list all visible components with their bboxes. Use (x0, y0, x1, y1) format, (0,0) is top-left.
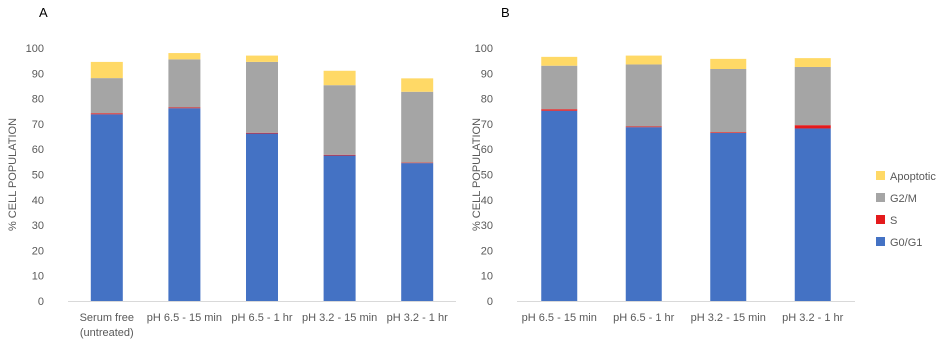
chart-panel-b: B % CELL POPULATION 0 10 20 30 40 50 60 70 80 90 100… (471, 5, 855, 324)
legend-swatch (876, 237, 885, 246)
panel-letter: B (501, 5, 510, 20)
x-tick-label: Serum free (80, 312, 134, 324)
y-tick-label: 10 (481, 271, 493, 283)
bar-segment-g0-g1 (401, 163, 434, 301)
bar-segment-g2-m (246, 61, 278, 133)
legend-swatch (876, 193, 885, 202)
bar-segment-g2-m (625, 64, 662, 127)
bar-segment-apoptotic (323, 70, 356, 86)
bar-segment-g2-m (90, 78, 123, 114)
y-tick-label: 40 (32, 195, 44, 207)
y-axis-title: % CELL POPULATION (471, 118, 483, 231)
y-tick-label: 30 (481, 220, 493, 232)
bar-segment-g2-m (541, 65, 578, 110)
y-tick-label: 20 (481, 245, 493, 257)
y-tick-label: 100 (26, 43, 44, 55)
legend-swatch (876, 215, 885, 224)
y-tick-label: 10 (32, 271, 44, 283)
bar-segment-g0-g1 (168, 108, 201, 302)
bar-segment-apoptotic (541, 56, 578, 66)
legend-label: S (890, 215, 897, 227)
y-tick-label: 50 (481, 170, 493, 182)
bar-segment-s (625, 126, 662, 128)
legend-label: Apoptotic (890, 171, 936, 183)
y-tick-label: 90 (32, 68, 44, 80)
x-tick-label: pH 3.2 - 1 hr (387, 312, 448, 324)
bar-segment-apoptotic (90, 61, 123, 79)
x-tick-label: pH 3.2 - 15 min (302, 312, 377, 324)
bar-segment-s (710, 132, 747, 134)
legend-swatch (876, 171, 885, 180)
bar-segment-apoptotic (794, 58, 831, 67)
legend-label: G2/M (890, 193, 917, 205)
x-tick-label: (untreated) (80, 327, 134, 339)
bar-segment-g0-g1 (625, 127, 662, 302)
bar-segment-s (90, 113, 123, 115)
x-tick-label: pH 3.2 - 15 min (691, 312, 766, 324)
bar-segment-g0-g1 (323, 155, 356, 301)
bar-segment-s (168, 107, 201, 109)
bar-segment-apoptotic (401, 78, 434, 92)
x-tick-label: pH 6.5 - 1 hr (613, 312, 674, 324)
y-tick-label: 0 (38, 296, 44, 308)
x-tick-label: pH 3.2 - 1 hr (782, 312, 843, 324)
chart-legend: Apoptotic G2/M S G0/G1 (876, 171, 936, 249)
y-tick-label: 70 (481, 119, 493, 131)
panel-letter: A (39, 5, 48, 20)
y-tick-label: 80 (481, 94, 493, 106)
y-tick-label: 50 (32, 170, 44, 182)
y-tick-label: 80 (32, 94, 44, 106)
y-axis-title: % CELL POPULATION (7, 118, 19, 231)
bar-segment-s (246, 132, 278, 134)
bar-segment-s (401, 162, 434, 164)
bar-segment-s (323, 154, 356, 156)
bar-segment-g2-m (710, 68, 747, 133)
bar-segment-g0-g1 (710, 133, 747, 301)
bar-segment-s (541, 109, 578, 111)
bar-segment-apoptotic (625, 55, 662, 65)
bar-segment-s (794, 125, 831, 129)
bar-segment-g0-g1 (246, 133, 278, 301)
bar-segment-g0-g1 (794, 128, 831, 301)
bar-segment-g0-g1 (90, 114, 123, 301)
y-tick-label: 70 (32, 119, 44, 131)
y-tick-label: 20 (32, 245, 44, 257)
x-tick-label: pH 6.5 - 15 min (522, 312, 597, 324)
y-tick-label: 40 (481, 195, 493, 207)
y-tick-label: 30 (32, 220, 44, 232)
bar-segment-apoptotic (710, 58, 747, 69)
y-tick-label: 60 (32, 144, 44, 156)
y-tick-label: 0 (487, 296, 493, 308)
chart-panel-a: A % CELL POPULATION 0 10 20 30 40 50 60 70 80 90 100… (7, 5, 456, 339)
bar-segment-g2-m (168, 59, 201, 108)
bar-segment-g0-g1 (541, 110, 578, 301)
x-tick-label: pH 6.5 - 1 hr (231, 312, 292, 324)
bar-segment-g2-m (794, 66, 831, 126)
y-tick-label: 60 (481, 144, 493, 156)
x-tick-label: pH 6.5 - 15 min (147, 312, 222, 324)
bar-segment-g2-m (401, 91, 434, 163)
bar-segment-apoptotic (246, 55, 278, 62)
bar-segment-g2-m (323, 85, 356, 155)
bar-segment-apoptotic (168, 53, 201, 60)
legend-label: G0/G1 (890, 237, 922, 249)
y-tick-label: 100 (475, 43, 493, 55)
y-tick-label: 90 (481, 68, 493, 80)
